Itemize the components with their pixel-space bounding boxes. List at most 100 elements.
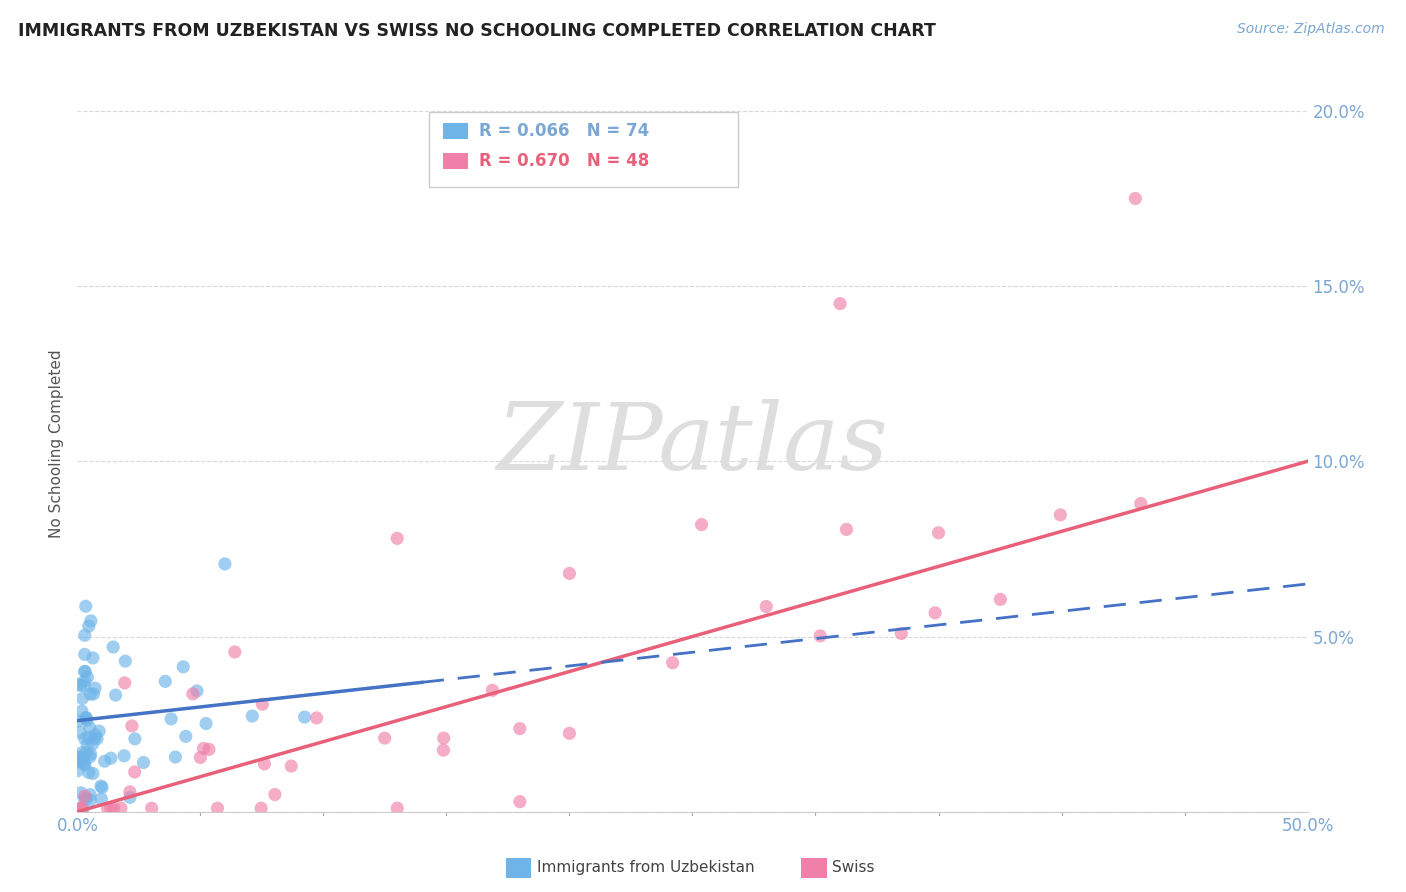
Point [75,711,97,725]
Text: R = 0.670   N = 48: R = 0.670 N = 48 [479,152,650,169]
Point [928,525,950,540]
Point [66,764,89,778]
Text: Immigrants from Uzbekistan: Immigrants from Uzbekistan [537,861,755,875]
Point [110,801,132,815]
Point [172,660,194,674]
Point [73,665,96,679]
Point [808,629,831,643]
Point [70,801,93,815]
Point [67,714,90,728]
Point [70,746,93,760]
Point [690,517,713,532]
Point [253,756,276,771]
Point [75,792,97,806]
Point [433,731,456,745]
Point [79,788,101,802]
Point [69,801,91,815]
Point [79,749,101,764]
Point [93,754,115,768]
Point [385,532,409,546]
Point [174,730,197,744]
Text: ZIPatlas: ZIPatlas [496,399,889,489]
Point [82,766,104,780]
Point [250,801,273,815]
Point [73,628,96,642]
Point [181,687,204,701]
Point [72,691,94,706]
Point [988,592,1011,607]
Point [240,709,263,723]
Point [75,746,97,760]
Point [103,801,125,815]
Point [280,759,302,773]
Point [118,785,141,799]
Point [69,754,91,768]
Point [90,779,112,793]
Point [118,790,141,805]
Point [141,801,163,815]
Point [207,801,229,815]
Point [73,679,96,693]
Point [73,665,96,679]
Point [190,750,212,764]
Point [79,687,101,701]
Point [755,599,778,614]
Point [432,743,454,757]
Point [66,677,89,691]
Point [509,722,531,736]
Point [70,750,93,764]
Point [77,619,100,633]
Point [73,757,96,772]
Point [79,747,101,762]
Point [835,522,858,536]
Point [830,296,852,310]
Point [70,786,93,800]
Point [661,656,683,670]
Point [84,681,107,695]
Point [186,684,208,698]
Point [86,731,108,746]
Point [75,599,97,614]
Point [264,788,287,802]
Point [305,711,328,725]
Point [72,754,94,768]
Point [155,674,177,689]
Point [72,802,94,816]
Point [77,765,100,780]
Point [114,676,136,690]
Point [193,741,215,756]
Point [79,721,101,735]
Text: IMMIGRANTS FROM UZBEKISTAN VS SWISS NO SCHOOLING COMPLETED CORRELATION CHART: IMMIGRANTS FROM UZBEKISTAN VS SWISS NO S… [18,22,936,40]
Point [224,645,246,659]
Point [114,654,136,668]
Point [558,726,581,740]
Point [73,673,96,688]
Y-axis label: No Schooling Completed: No Schooling Completed [49,350,65,538]
Point [91,780,114,795]
Point [132,756,155,770]
Point [69,725,91,739]
Point [214,557,236,571]
Point [100,801,122,815]
Point [73,731,96,746]
Point [73,757,96,772]
Point [79,793,101,807]
Point [73,789,96,803]
Point [82,651,104,665]
Point [69,678,91,692]
Text: Source: ZipAtlas.com: Source: ZipAtlas.com [1237,22,1385,37]
Point [67,755,90,769]
Point [112,748,135,763]
Point [294,710,316,724]
Point [77,731,100,745]
Point [198,742,221,756]
Point [101,640,124,654]
Point [73,648,96,662]
Point [252,697,274,711]
Point [70,704,93,718]
Point [1049,508,1071,522]
Point [165,750,187,764]
Text: R = 0.066   N = 74: R = 0.066 N = 74 [479,122,650,140]
Point [82,687,104,701]
Point [75,711,97,725]
